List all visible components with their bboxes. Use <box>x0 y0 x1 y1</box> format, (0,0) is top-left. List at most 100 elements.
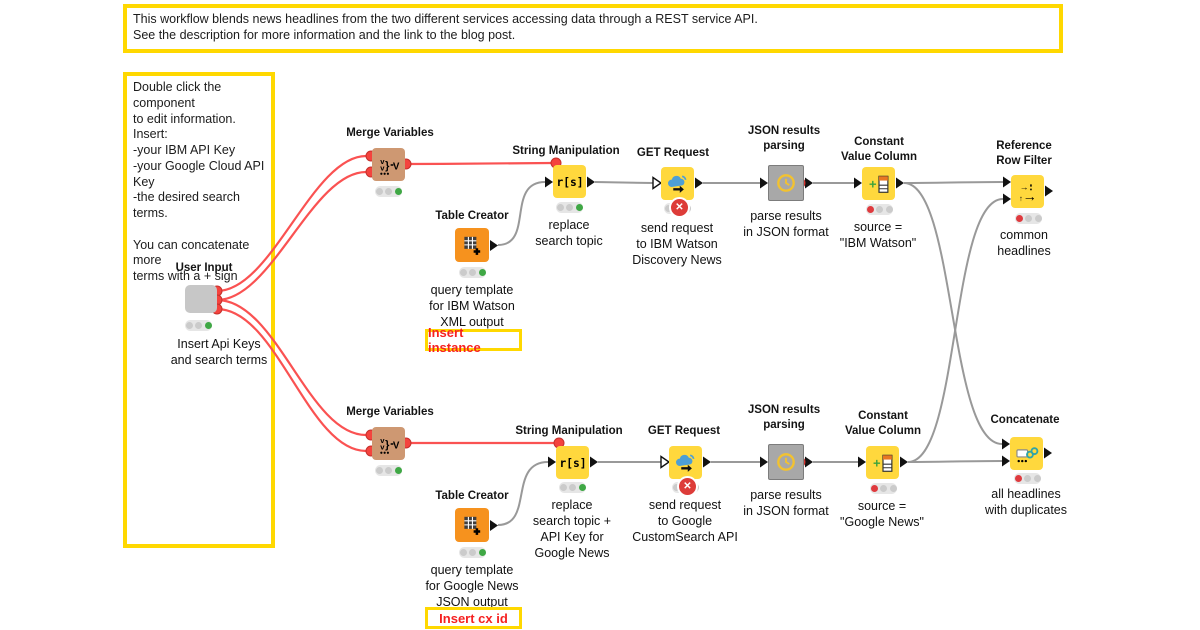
node-comment-string-manipulation-top: replace search topic <box>535 218 603 248</box>
input-port[interactable] <box>760 456 768 468</box>
input-port[interactable] <box>1002 455 1010 467</box>
connection-cvctop-rrf[interactable] <box>903 181 1004 184</box>
connection-cvctop-concat[interactable] <box>903 182 1003 445</box>
traffic-light <box>185 320 212 331</box>
svg-text:v: v <box>380 156 385 165</box>
input-port[interactable] <box>545 176 553 188</box>
output-port[interactable] <box>896 177 904 189</box>
input-port[interactable] <box>1003 176 1011 188</box>
svg-text:+: + <box>872 455 880 470</box>
input-port-optional[interactable] <box>660 455 671 469</box>
connection-tctop-smtop[interactable] <box>497 181 546 246</box>
input-port[interactable] <box>548 456 556 468</box>
clock-icon <box>777 453 795 471</box>
insert-cx-id-annotation[interactable]: Insert cx id <box>425 607 522 629</box>
output-port[interactable] <box>703 456 711 468</box>
merge-variables-icon: v v } V <box>379 156 399 175</box>
output-port[interactable] <box>1044 447 1052 459</box>
instructions-annotation[interactable]: Double click the component to edit infor… <box>123 72 275 548</box>
node-comment-string-manipulation-bottom: replace search topic + API Key for Googl… <box>532 498 612 560</box>
input-port[interactable] <box>1003 193 1011 205</box>
connection-userinput-mvtop-1[interactable] <box>216 154 367 293</box>
constant-value-column-icon: + <box>868 175 888 193</box>
svg-text:v: v <box>380 163 385 172</box>
node-comment-get-request-bottom: send request to Google CustomSearch API <box>632 498 738 544</box>
insert-instance-text: Insert instance <box>428 325 481 355</box>
node-string-manipulation-top[interactable]: r[s] <box>553 165 586 198</box>
node-comment-constant-value-top: source = "IBM Watson" <box>839 220 917 250</box>
node-label-get-request-bottom: GET Request <box>647 425 721 437</box>
output-port[interactable] <box>900 456 908 468</box>
node-get-request-top[interactable] <box>661 167 694 200</box>
node-label-string-manipulation-top: String Manipulation <box>512 145 620 157</box>
node-label-json-parsing-bottom: JSON results parsing <box>747 404 821 431</box>
connection-cvcbot-concat[interactable] <box>907 460 1003 463</box>
connection-cvcbot-rrf[interactable] <box>907 198 1004 463</box>
node-label-table-creator-bottom: Table Creator <box>435 490 509 502</box>
input-port[interactable] <box>1002 438 1010 450</box>
node-label-constant-value-bottom: Constant Value Column <box>844 410 922 437</box>
traffic-light <box>1015 213 1042 224</box>
node-label-json-parsing-top: JSON results parsing <box>747 125 821 152</box>
node-label-constant-value-top: Constant Value Column <box>840 136 918 163</box>
insert-instance-annotation[interactable]: Insert instance <box>425 325 522 355</box>
node-json-parsing-bottom[interactable] <box>768 444 804 480</box>
output-port[interactable] <box>1045 185 1053 197</box>
svg-text:r[s]: r[s] <box>557 176 583 189</box>
traffic-light <box>375 186 402 197</box>
reference-row-filter-icon: → ↑ → <box>1019 182 1037 205</box>
input-port[interactable] <box>854 177 862 189</box>
connection-smtop-gettop[interactable] <box>594 181 654 184</box>
output-port[interactable] <box>695 177 703 189</box>
connection-tcbot-smbot[interactable] <box>497 461 549 526</box>
node-get-request-bottom[interactable] <box>669 446 702 479</box>
header-annotation[interactable]: This workflow blends news headlines from… <box>123 4 1063 53</box>
node-table-creator-top[interactable] <box>455 228 489 262</box>
output-port[interactable] <box>587 176 595 188</box>
node-merge-variables-top[interactable]: v v } V <box>372 148 405 181</box>
node-label-merge-variables-top: Merge Variables <box>346 127 434 139</box>
node-comment-user-input: Insert Api Keys and search terms <box>170 337 268 367</box>
node-comment-constant-value-bottom: source = "Google News" <box>840 499 924 529</box>
node-label-merge-variables-bottom: Merge Variables <box>346 406 434 418</box>
node-comment-json-parsing-bottom: parse results in JSON format <box>743 488 829 518</box>
header-annotation-text: This workflow blends news headlines from… <box>133 12 758 42</box>
node-comment-json-parsing-top: parse results in JSON format <box>743 209 829 239</box>
input-port[interactable] <box>858 456 866 468</box>
svg-text:→: → <box>1022 188 1036 204</box>
node-json-parsing-top[interactable] <box>768 165 804 201</box>
connection-userinput-mvtop-2[interactable] <box>216 170 367 302</box>
node-comment-reference-row-filter: common headlines <box>997 228 1051 258</box>
connection-userinput-mvbot-2[interactable] <box>216 307 367 453</box>
insert-cx-id-text: Insert cx id <box>439 610 508 626</box>
traffic-light <box>1014 473 1041 484</box>
output-port[interactable] <box>590 456 598 468</box>
node-string-manipulation-bottom[interactable]: r[s] <box>556 446 589 479</box>
traffic-light <box>556 202 583 213</box>
connection-mvtop-smtop[interactable] <box>405 161 553 166</box>
node-constant-value-top[interactable]: + <box>862 167 895 200</box>
output-port[interactable] <box>805 456 813 468</box>
output-port[interactable] <box>490 240 498 251</box>
node-merge-variables-bottom[interactable]: v v } V <box>372 427 405 460</box>
node-reference-row-filter[interactable]: → ↑ → <box>1011 175 1044 208</box>
svg-text:}: } <box>385 438 390 450</box>
instructions-annotation-text: Double click the component to edit infor… <box>133 80 265 283</box>
node-user-input[interactable] <box>185 285 217 313</box>
svg-text:v: v <box>380 442 385 451</box>
get-request-icon <box>675 454 694 472</box>
node-comment-table-creator-bottom: query template for Google News JSON outp… <box>425 563 519 609</box>
node-table-creator-bottom[interactable] <box>455 508 489 542</box>
node-concatenate[interactable] <box>1010 437 1043 470</box>
node-constant-value-bottom[interactable]: + <box>866 446 899 479</box>
output-port[interactable] <box>490 520 498 531</box>
output-port[interactable] <box>805 177 813 189</box>
constant-value-column-icon: + <box>872 454 892 472</box>
merge-variables-icon: v v } V <box>379 435 399 454</box>
traffic-light <box>459 547 486 558</box>
input-port-optional[interactable] <box>652 176 663 190</box>
input-port[interactable] <box>760 177 768 189</box>
error-badge: ✕ <box>669 197 690 218</box>
connection-userinput-mvbot-1[interactable] <box>216 298 367 437</box>
